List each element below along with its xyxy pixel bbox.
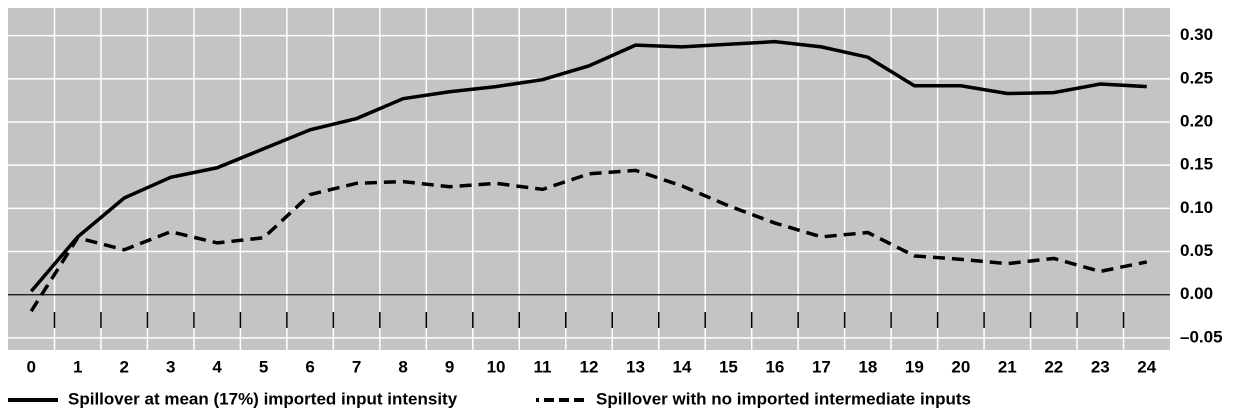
- y-tick-label: 0.25: [1180, 68, 1213, 87]
- plot-area: [8, 8, 1170, 350]
- y-tick-label: 0.00: [1180, 284, 1213, 303]
- y-tick-label: 0.20: [1180, 111, 1213, 130]
- x-tick-label: 7: [352, 357, 361, 376]
- y-tick-label: 0.10: [1180, 198, 1213, 217]
- x-tick-label: 8: [398, 357, 407, 376]
- x-tick-label: 9: [445, 357, 454, 376]
- y-tick-label: 0.15: [1180, 155, 1213, 174]
- x-tick-label: 16: [765, 357, 784, 376]
- x-tick-label: 14: [672, 357, 691, 376]
- x-tick-label: 1: [73, 357, 82, 376]
- x-tick-label: 4: [212, 357, 222, 376]
- legend-label: Spillover with no imported intermediate …: [596, 389, 971, 408]
- x-tick-label: 21: [998, 357, 1017, 376]
- legend-label: Spillover at mean (17%) imported input i…: [68, 389, 458, 408]
- x-tick-label: 19: [905, 357, 924, 376]
- x-tick-label: 12: [580, 357, 599, 376]
- x-tick-label: 2: [119, 357, 128, 376]
- y-tick-label: 0.05: [1180, 241, 1213, 260]
- series-line: [29, 39, 1147, 293]
- y-tick-label: 0.30: [1180, 25, 1213, 44]
- x-tick-label: 17: [812, 357, 831, 376]
- x-tick-label: 22: [1044, 357, 1063, 376]
- x-tick-label: 6: [305, 357, 314, 376]
- x-tick-label: 11: [534, 357, 552, 376]
- x-tick-label: 23: [1091, 357, 1110, 376]
- x-tick-label: 10: [487, 357, 506, 376]
- x-tick-label: 3: [166, 357, 175, 376]
- series-line: [29, 168, 1148, 313]
- y-tick-label: –0.05: [1180, 327, 1223, 346]
- x-tick-label: 20: [951, 357, 970, 376]
- x-tick-label: 15: [719, 357, 738, 376]
- x-tick-label: 0: [27, 357, 36, 376]
- x-tick-label: 18: [858, 357, 877, 376]
- x-tick-label: 13: [626, 357, 645, 376]
- x-tick-label: 5: [259, 357, 268, 376]
- x-tick-label: 24: [1137, 357, 1156, 376]
